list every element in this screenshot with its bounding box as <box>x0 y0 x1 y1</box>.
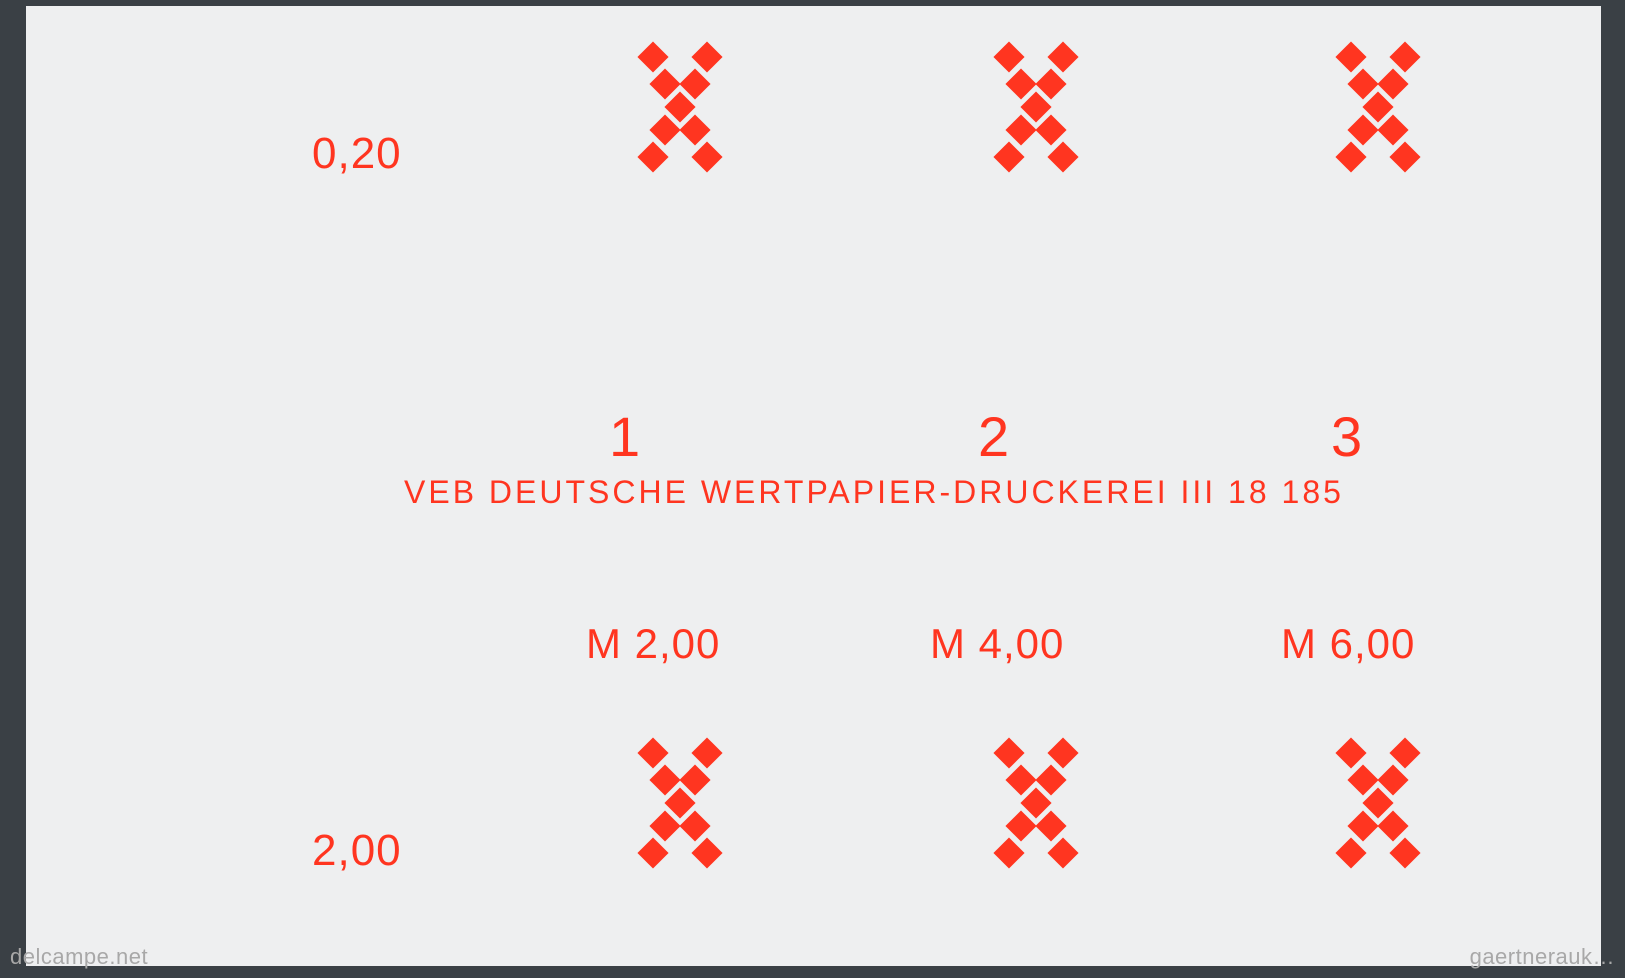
diamond-mark <box>1389 737 1420 768</box>
watermark-right: gaertnerauk… <box>1470 944 1615 970</box>
column-number-3: 3 <box>1331 404 1362 469</box>
diamond-mark <box>691 141 722 172</box>
diamond-mark <box>691 837 722 868</box>
cross-mark-bottom-3 <box>1328 738 1428 868</box>
price-1: M 2,00 <box>586 620 720 668</box>
cross-mark-top-1 <box>630 42 730 172</box>
diamond-mark <box>993 837 1024 868</box>
cross-mark-bottom-1 <box>630 738 730 868</box>
watermark-left: delcampe.net <box>10 944 148 970</box>
bottom-left-value: 2,00 <box>312 826 402 876</box>
diamond-mark <box>1389 41 1420 72</box>
diamond-mark <box>1047 737 1078 768</box>
diamond-mark <box>1335 141 1366 172</box>
cross-mark-top-2 <box>986 42 1086 172</box>
cross-mark-bottom-2 <box>986 738 1086 868</box>
cross-mark-top-3 <box>1328 42 1428 172</box>
diamond-mark <box>691 41 722 72</box>
diamond-mark <box>637 141 668 172</box>
column-number-1: 1 <box>609 404 640 469</box>
diamond-mark <box>1389 837 1420 868</box>
imprint-line: VEB DEUTSCHE WERTPAPIER-DRUCKEREI III 18… <box>404 474 1344 511</box>
diamond-mark <box>1047 141 1078 172</box>
diamond-mark <box>691 737 722 768</box>
price-3: M 6,00 <box>1281 620 1415 668</box>
diamond-mark <box>1335 837 1366 868</box>
diamond-mark <box>1047 41 1078 72</box>
diamond-mark <box>637 837 668 868</box>
document-paper: 0,20 1 2 3 VEB DEUTSCHE WERTPAPIER-DRUCK… <box>26 6 1601 966</box>
diamond-mark <box>1047 837 1078 868</box>
price-2: M 4,00 <box>930 620 1064 668</box>
diamond-mark <box>993 141 1024 172</box>
diamond-mark <box>1389 141 1420 172</box>
column-number-2: 2 <box>978 404 1009 469</box>
top-left-value: 0,20 <box>312 129 402 179</box>
